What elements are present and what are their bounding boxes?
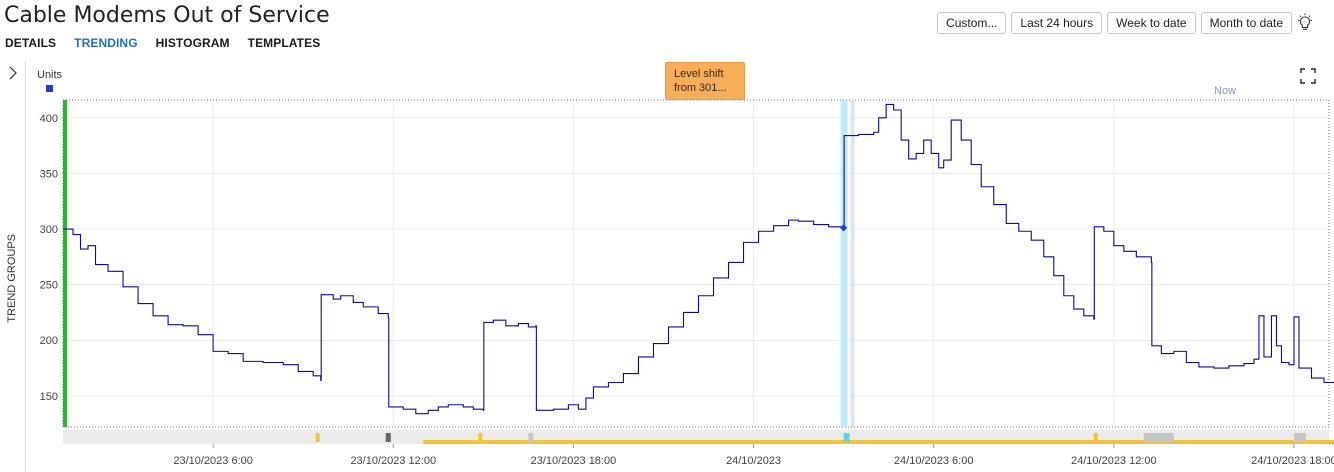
tab-templates[interactable]: TEMPLATES (247, 36, 321, 50)
y-tick-label: 350 (40, 168, 58, 180)
level-shift-point (840, 224, 848, 232)
level-shift-band-secondary (850, 100, 855, 427)
x-tick-label: 23/10/2023 6:00 (173, 455, 253, 467)
event-marker (1093, 433, 1098, 442)
week-to-date-button[interactable]: Week to date (1107, 12, 1196, 34)
now-marker-label: Now (1214, 85, 1237, 97)
x-tick-label: 24/10/2023 6:00 (894, 455, 974, 467)
event-marker (478, 433, 483, 442)
plot-border (62, 99, 1330, 428)
trend-groups-panel: TREND GROUPS (0, 62, 26, 472)
x-tick-label: 23/10/2023 12:00 (350, 455, 436, 467)
month-to-date-button[interactable]: Month to date (1200, 12, 1292, 34)
page-title: Cable Modems Out of Service (4, 3, 330, 28)
x-tick-label: 24/10/2023 12:00 (1071, 455, 1157, 467)
x-tick-label: 24/10/2023 18:00 (1251, 455, 1334, 467)
level-shift-band (840, 100, 848, 427)
lightbulb-icon[interactable] (1296, 13, 1314, 33)
tab-details[interactable]: DETAILS (5, 36, 57, 50)
tab-histogram[interactable]: HISTOGRAM (155, 36, 230, 50)
view-tabs: DETAILS TRENDING HISTOGRAM TEMPLATES (5, 36, 338, 50)
event-marker (843, 433, 850, 442)
y-tick-label: 200 (40, 335, 58, 347)
chevron-right-icon[interactable] (8, 66, 18, 80)
level-shift-annotation[interactable]: Level shift from 301... (665, 62, 745, 100)
x-tick-label: 24/10/2023 (726, 455, 781, 467)
series-line (63, 103, 1334, 415)
event-marker (1143, 433, 1174, 442)
y-tick-label: 250 (40, 280, 58, 292)
fullscreen-icon[interactable] (1300, 68, 1316, 84)
event-marker (528, 433, 534, 442)
x-tick-label: 23/10/2023 18:00 (531, 455, 617, 467)
time-range-toolbar: Custom... Last 24 hours Week to date Mon… (937, 12, 1292, 34)
tab-trending[interactable]: TRENDING (74, 36, 138, 50)
y-tick-label: 400 (40, 113, 58, 125)
y-axis-label: Units (37, 69, 63, 81)
event-strip-range (423, 440, 1334, 444)
period-start-bar (63, 100, 67, 427)
series-swatch (46, 85, 53, 92)
y-tick-label: 300 (40, 224, 58, 236)
y-tick-label: 150 (40, 391, 58, 403)
custom-range-button[interactable]: Custom... (937, 12, 1007, 34)
event-marker (315, 433, 320, 442)
event-marker (385, 433, 391, 442)
last-24-hours-button[interactable]: Last 24 hours (1011, 12, 1103, 34)
event-marker (1293, 433, 1306, 442)
